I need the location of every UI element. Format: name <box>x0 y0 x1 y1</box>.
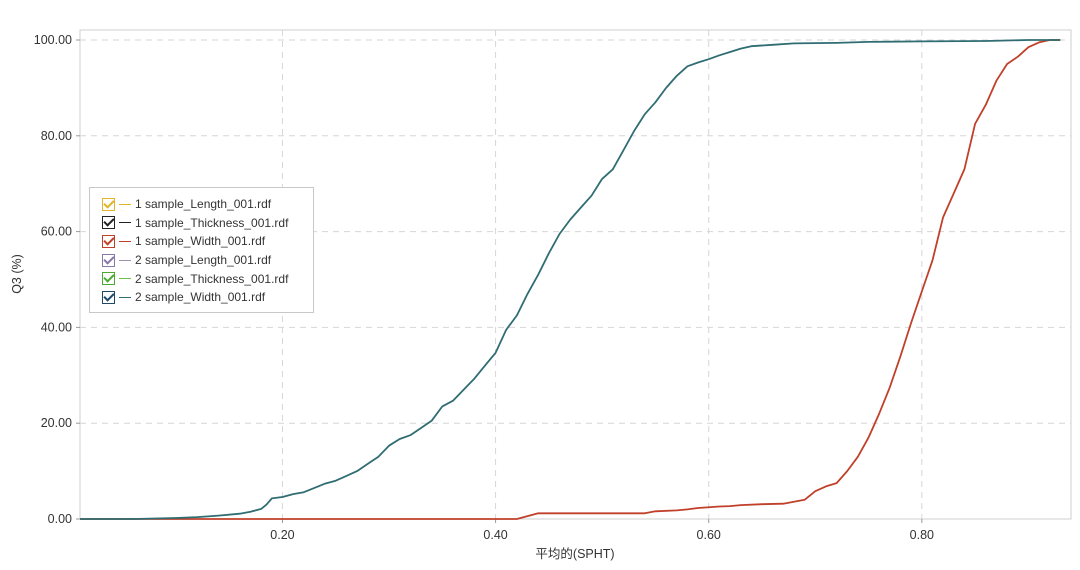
legend-item[interactable]: 2 sample_Width_001.rdf <box>102 288 313 307</box>
series-layer <box>80 39 1061 520</box>
y-axis-ticks: 0.00 20.00 40.00 60.00 80.00 100.00 <box>34 33 80 526</box>
x-tick-label: 0.40 <box>483 528 507 542</box>
y-tick-label: 80.00 <box>41 129 72 143</box>
legend-line-swatch <box>119 259 131 261</box>
x-axis-ticks: 0.20 0.40 0.60 0.80 <box>270 519 934 542</box>
x-axis-label: 平均的(SPHT) <box>535 546 614 561</box>
x-tick-label: 0.80 <box>910 528 934 542</box>
x-tick-label: 0.60 <box>697 528 721 542</box>
legend-label: 1 sample_Width_001.rdf <box>135 234 266 249</box>
legend-label: 1 sample_Length_001.rdf <box>135 197 272 212</box>
legend-line-swatch <box>119 203 131 205</box>
y-tick-label: 60.00 <box>41 225 72 239</box>
legend-checkbox[interactable] <box>102 197 115 211</box>
legend-checkbox[interactable] <box>102 272 115 286</box>
x-tick-label: 0.20 <box>270 528 294 542</box>
legend-line-swatch <box>119 222 131 224</box>
legend-line-swatch <box>119 296 131 298</box>
grid-lines <box>80 30 1071 519</box>
y-axis-label: Q3 (%) <box>10 254 24 294</box>
legend-label: 2 sample_Thickness_001.rdf <box>135 271 289 286</box>
legend-item[interactable]: 2 sample_Thickness_001.rdf <box>102 269 313 288</box>
legend-checkbox[interactable] <box>102 234 115 248</box>
legend-line-swatch <box>119 240 131 242</box>
legend-line-swatch <box>119 278 131 280</box>
y-tick-label: 40.00 <box>41 320 72 334</box>
legend-item[interactable]: 1 sample_Width_001.rdf <box>102 232 313 251</box>
legend-item[interactable]: 2 sample_Length_001.rdf <box>102 251 313 270</box>
series-line <box>80 39 1061 520</box>
series-line <box>80 39 1061 520</box>
y-tick-label: 0.00 <box>48 512 72 526</box>
y-tick-label: 100.00 <box>34 33 72 47</box>
legend-checkbox[interactable] <box>102 253 115 267</box>
legend-checkbox[interactable] <box>102 290 115 304</box>
legend: 1 sample_Length_001.rdf 1 sample_Thicknes… <box>89 187 314 313</box>
legend-label: 1 sample_Thickness_001.rdf <box>135 215 289 230</box>
legend-label: 2 sample_Width_001.rdf <box>135 290 266 305</box>
legend-item[interactable]: 1 sample_Thickness_001.rdf <box>102 214 313 233</box>
legend-label: 2 sample_Length_001.rdf <box>135 253 272 268</box>
legend-item[interactable]: 1 sample_Length_001.rdf <box>102 195 313 214</box>
legend-checkbox[interactable] <box>102 216 115 230</box>
y-tick-label: 20.00 <box>41 416 72 430</box>
